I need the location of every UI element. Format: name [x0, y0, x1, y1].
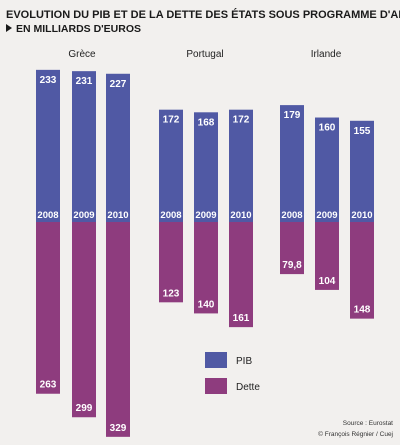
- year-label-irlande-2010: 2010: [351, 210, 372, 221]
- year-label-grece-2009: 2009: [73, 210, 94, 221]
- year-label-portugal-2008: 2008: [160, 210, 181, 221]
- subtitle-arrow-icon: [6, 24, 12, 32]
- pib-value-irlande-2008: 179: [284, 110, 301, 121]
- pib-bar-portugal-2009: [194, 112, 218, 222]
- dette-value-irlande-2010: 148: [354, 305, 371, 316]
- pib-bar-irlande-2008: [280, 105, 304, 222]
- chart-subtitle: EN MILLIARDS D'EUROS: [16, 23, 141, 35]
- dette-bar-grece-2009: [72, 222, 96, 418]
- pib-value-grece-2010: 227: [110, 79, 127, 90]
- year-label-irlande-2008: 2008: [281, 210, 302, 221]
- year-label-grece-2010: 2010: [107, 210, 128, 221]
- legend-swatch-pib: [205, 352, 227, 368]
- dette-bar-grece-2010: [106, 222, 130, 437]
- legend: PIB Dette: [205, 352, 260, 394]
- pib-bar-grece-2009: [72, 71, 96, 222]
- credit-text: © François Régnier / Cuej: [318, 430, 393, 438]
- country-label-grece: Grèce: [68, 49, 96, 60]
- pib-value-grece-2009: 231: [76, 76, 93, 87]
- dette-bar-irlande-2009: [315, 222, 339, 290]
- pib-value-grece-2008: 233: [40, 75, 57, 86]
- source-text: Source : Eurostat: [343, 420, 393, 427]
- pib-value-portugal-2009: 168: [198, 117, 215, 128]
- pib-value-irlande-2009: 160: [319, 123, 336, 134]
- pib-value-portugal-2010: 172: [233, 115, 250, 126]
- year-label-grece-2008: 2008: [37, 210, 58, 221]
- dette-value-portugal-2008: 123: [163, 288, 180, 299]
- dette-bar-irlande-2008: [280, 222, 304, 275]
- pib-bar-portugal-2010: [229, 109, 253, 222]
- dette-bar-portugal-2010: [229, 222, 253, 328]
- chart-title: EVOLUTION DU PIB ET DE LA DETTE DES ÉTAT…: [6, 8, 400, 21]
- pib-bar-irlande-2010: [350, 120, 374, 222]
- legend-label-dette: Dette: [236, 382, 260, 393]
- dette-value-grece-2010: 329: [110, 423, 127, 434]
- pib-value-irlande-2010: 155: [354, 126, 371, 137]
- dette-value-irlande-2008: 79,8: [282, 260, 302, 271]
- pib-bar-portugal-2008: [159, 109, 183, 222]
- year-label-portugal-2010: 2010: [230, 210, 251, 221]
- legend-label-pib: PIB: [236, 356, 252, 367]
- year-label-irlande-2009: 2009: [316, 210, 337, 221]
- bars-layer: Grèce 233 2008 263 231 2009 299 227 2010 329 Portu…: [36, 49, 374, 437]
- legend-swatch-dette: [205, 378, 227, 394]
- country-label-portugal: Portugal: [186, 49, 223, 60]
- dette-bar-grece-2008: [36, 222, 60, 394]
- pib-bar-irlande-2009: [315, 117, 339, 222]
- dette-value-grece-2009: 299: [76, 403, 93, 414]
- dette-value-portugal-2009: 140: [198, 299, 215, 310]
- country-label-irlande: Irlande: [311, 49, 342, 60]
- dette-value-grece-2008: 263: [40, 380, 57, 391]
- subtitle-group: EN MILLIARDS D'EUROS: [6, 23, 141, 35]
- dette-value-irlande-2009: 104: [319, 276, 336, 287]
- dette-bar-portugal-2008: [159, 222, 183, 303]
- dette-bar-irlande-2010: [350, 222, 374, 319]
- pib-bar-grece-2008: [36, 69, 60, 222]
- year-label-portugal-2009: 2009: [195, 210, 216, 221]
- dette-bar-portugal-2009: [194, 222, 218, 314]
- pib-value-portugal-2008: 172: [163, 115, 180, 126]
- pib-bar-grece-2010: [106, 73, 130, 222]
- dette-value-portugal-2010: 161: [233, 313, 250, 324]
